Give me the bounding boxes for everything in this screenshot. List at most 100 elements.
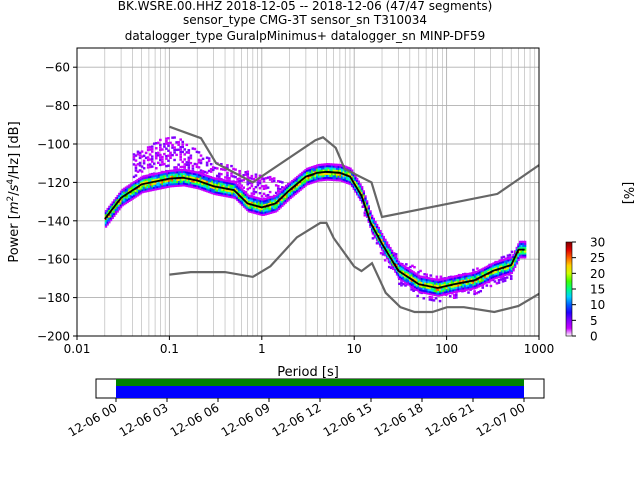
histogram-cell xyxy=(512,267,515,270)
histogram-cell xyxy=(459,278,462,281)
histogram-cell xyxy=(428,295,432,299)
histogram-cell xyxy=(108,221,111,224)
histogram-cell xyxy=(274,208,277,211)
histogram-cell xyxy=(362,192,366,195)
histogram-cell xyxy=(430,289,434,292)
histogram-cell xyxy=(404,277,407,280)
histogram-cell xyxy=(380,232,384,236)
histogram-cell xyxy=(428,298,432,301)
histogram-cell xyxy=(387,248,390,251)
histogram-cell xyxy=(187,175,191,178)
histogram-cell xyxy=(279,194,282,197)
histogram-cell xyxy=(502,270,505,273)
histogram-cell xyxy=(104,225,108,228)
histogram-cell xyxy=(138,151,142,155)
histogram-cell xyxy=(485,265,489,269)
y-tick-label: −200 xyxy=(37,330,70,344)
histogram-cell xyxy=(474,284,477,288)
histogram-cell xyxy=(194,186,198,189)
histogram-cell xyxy=(331,176,334,180)
histogram-cell xyxy=(236,183,239,186)
histogram-cell xyxy=(455,280,459,284)
histogram-cell xyxy=(382,243,385,246)
histogram-cell xyxy=(375,229,379,232)
histogram-cell xyxy=(497,264,500,267)
histogram-cell xyxy=(359,196,362,200)
histogram-cell xyxy=(169,171,173,174)
histogram-cell xyxy=(444,277,447,280)
histogram-cell xyxy=(201,173,204,176)
histogram-cell xyxy=(185,143,189,147)
histogram-cell xyxy=(432,287,435,291)
histogram-cell xyxy=(281,200,284,204)
histogram-cell xyxy=(136,190,139,193)
histogram-cell xyxy=(311,175,314,178)
histogram-cell xyxy=(109,213,113,216)
histogram-cell xyxy=(317,165,321,169)
histogram-cell xyxy=(278,188,282,191)
histogram-cell xyxy=(398,282,401,286)
histogram-cell xyxy=(167,137,170,140)
histogram-cell xyxy=(121,204,124,207)
histogram-cell xyxy=(384,246,387,249)
histogram-cell xyxy=(264,213,267,216)
histogram-cell xyxy=(284,189,287,193)
histogram-cell xyxy=(452,296,456,299)
histogram-cell xyxy=(331,169,334,172)
histogram-cell xyxy=(414,283,417,287)
histogram-cell xyxy=(266,206,269,210)
histogram-cell xyxy=(262,177,266,181)
histogram-cell xyxy=(369,212,372,215)
histogram-cell xyxy=(189,161,193,165)
y-tick-label: −140 xyxy=(37,214,70,228)
histogram-cell xyxy=(244,193,247,196)
histogram-cell xyxy=(124,198,128,201)
histogram-cell xyxy=(494,267,497,270)
histogram-cell xyxy=(185,151,189,154)
histogram-cell xyxy=(157,141,160,145)
histogram-cell xyxy=(490,276,494,279)
histogram-cell xyxy=(141,175,144,178)
histogram-cell xyxy=(219,178,222,181)
histogram-cell xyxy=(264,207,267,210)
histogram-cell xyxy=(415,282,419,286)
histogram-cell xyxy=(181,160,185,164)
histogram-cell xyxy=(291,180,294,183)
histogram-cell xyxy=(195,163,199,166)
histogram-cell xyxy=(224,181,227,184)
histogram-cell xyxy=(247,206,251,209)
histogram-cell xyxy=(134,181,138,185)
histogram-cell xyxy=(242,203,246,206)
title-line-1: BK.WSRE.00.HHZ 2018-12-05 -- 2018-12-06 … xyxy=(118,0,493,13)
histogram-cell xyxy=(206,176,209,180)
histogram-cell xyxy=(138,164,142,167)
histogram-cell xyxy=(144,186,148,189)
histogram-cell xyxy=(205,161,209,164)
histogram-cell xyxy=(414,281,417,285)
histogram-cell xyxy=(469,278,472,281)
histogram-cell xyxy=(457,286,460,289)
histogram-cell xyxy=(197,183,201,186)
histogram-cell xyxy=(430,298,434,302)
histogram-cell xyxy=(149,189,153,192)
histogram-cell xyxy=(111,214,114,218)
histogram-cell xyxy=(132,163,136,166)
histogram-cell xyxy=(246,199,249,202)
histogram-cell xyxy=(199,169,203,172)
histogram-cell xyxy=(429,292,432,296)
histogram-cell xyxy=(371,237,375,240)
histogram-cell xyxy=(216,183,219,186)
histogram-cell xyxy=(454,281,457,284)
histogram-cell xyxy=(168,185,171,188)
histogram-cell xyxy=(306,177,309,180)
histogram-cell xyxy=(395,269,399,272)
histogram-cell xyxy=(287,198,291,201)
histogram-cell xyxy=(503,262,507,265)
histogram-cell xyxy=(479,282,482,285)
histogram-cell xyxy=(304,180,307,183)
histogram-cell xyxy=(500,261,504,264)
histogram-cell xyxy=(249,195,252,198)
histogram-cell xyxy=(497,270,500,273)
histogram-cell xyxy=(492,264,495,267)
histogram-cell xyxy=(219,180,222,183)
